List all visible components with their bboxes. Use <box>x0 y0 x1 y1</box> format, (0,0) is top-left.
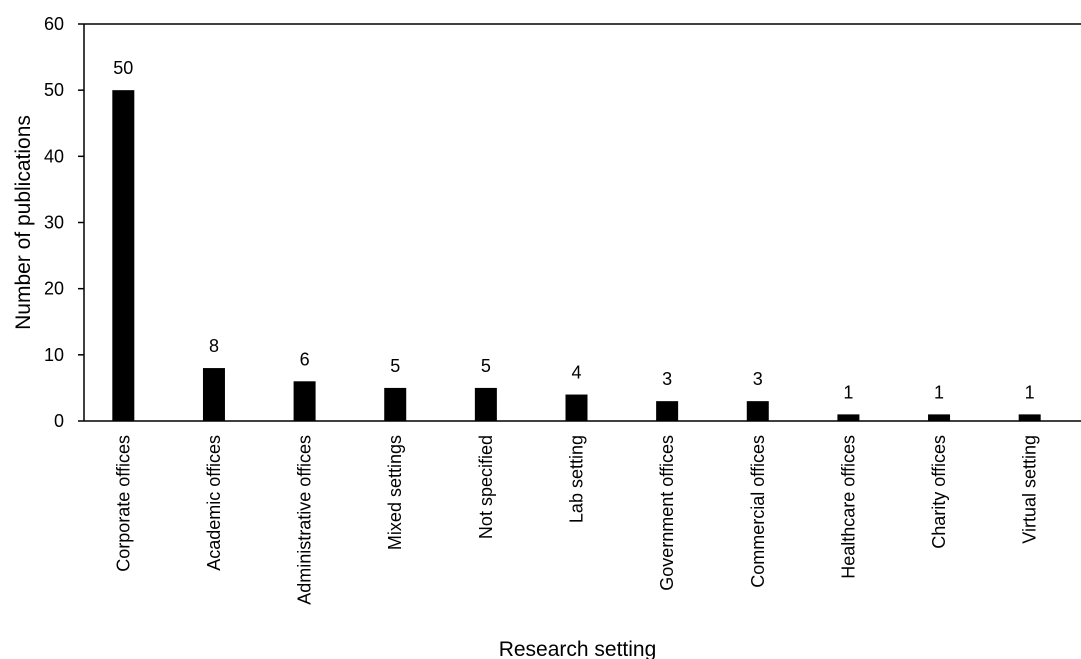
bar <box>202 368 225 421</box>
bar <box>837 414 860 421</box>
bars <box>112 90 1041 422</box>
x-tick-label: Corporate offices <box>113 435 133 572</box>
bar <box>656 401 679 421</box>
x-tick-label: Charity offices <box>929 435 949 549</box>
axes <box>83 23 1081 422</box>
data-label: 1 <box>843 382 853 402</box>
data-labels: 50 8 6 5 5 4 3 3 1 1 1 <box>113 58 1034 402</box>
bar <box>293 381 316 421</box>
y-axis-ticks: 0 10 20 30 40 50 60 <box>44 14 84 431</box>
y-axis-title: Number of publications <box>12 115 35 330</box>
data-label: 1 <box>934 382 944 402</box>
data-label: 1 <box>1025 382 1035 402</box>
x-tick-label: Academic offices <box>204 435 224 571</box>
data-label: 5 <box>481 356 491 376</box>
x-tick-label: Virtual setting <box>1020 435 1040 544</box>
bar <box>565 394 588 421</box>
x-tick-label: Commercial offices <box>748 435 768 588</box>
data-label: 6 <box>300 349 310 369</box>
x-tick-label: Mixed settings <box>385 435 405 550</box>
data-label: 5 <box>390 356 400 376</box>
y-tick-label: 50 <box>44 80 64 100</box>
bar <box>928 414 951 421</box>
bar <box>384 387 407 421</box>
x-axis-title: Research setting <box>499 638 657 659</box>
data-label: 50 <box>113 58 133 78</box>
y-tick-label: 40 <box>44 146 64 166</box>
x-tick-label: Administrative offices <box>295 435 315 605</box>
y-tick-label: 30 <box>44 213 64 233</box>
data-label: 3 <box>753 369 763 389</box>
category-labels: Corporate offices Academic offices Adminis… <box>113 435 1039 605</box>
bar <box>112 90 135 422</box>
y-tick-label: 60 <box>44 14 64 34</box>
bar <box>474 387 497 421</box>
x-tick-label: Healthcare offices <box>838 435 858 579</box>
x-tick-label: Lab setting <box>567 435 587 523</box>
y-tick-label: 20 <box>44 279 64 299</box>
y-tick-label: 0 <box>54 411 64 431</box>
data-label: 8 <box>209 336 219 356</box>
bar <box>746 401 769 421</box>
data-label: 4 <box>571 363 581 383</box>
x-tick-label: Not specified <box>476 435 496 539</box>
y-tick-label: 10 <box>44 345 64 365</box>
bar <box>1018 414 1041 421</box>
data-label: 3 <box>662 369 672 389</box>
x-tick-label: Government offices <box>657 435 677 591</box>
